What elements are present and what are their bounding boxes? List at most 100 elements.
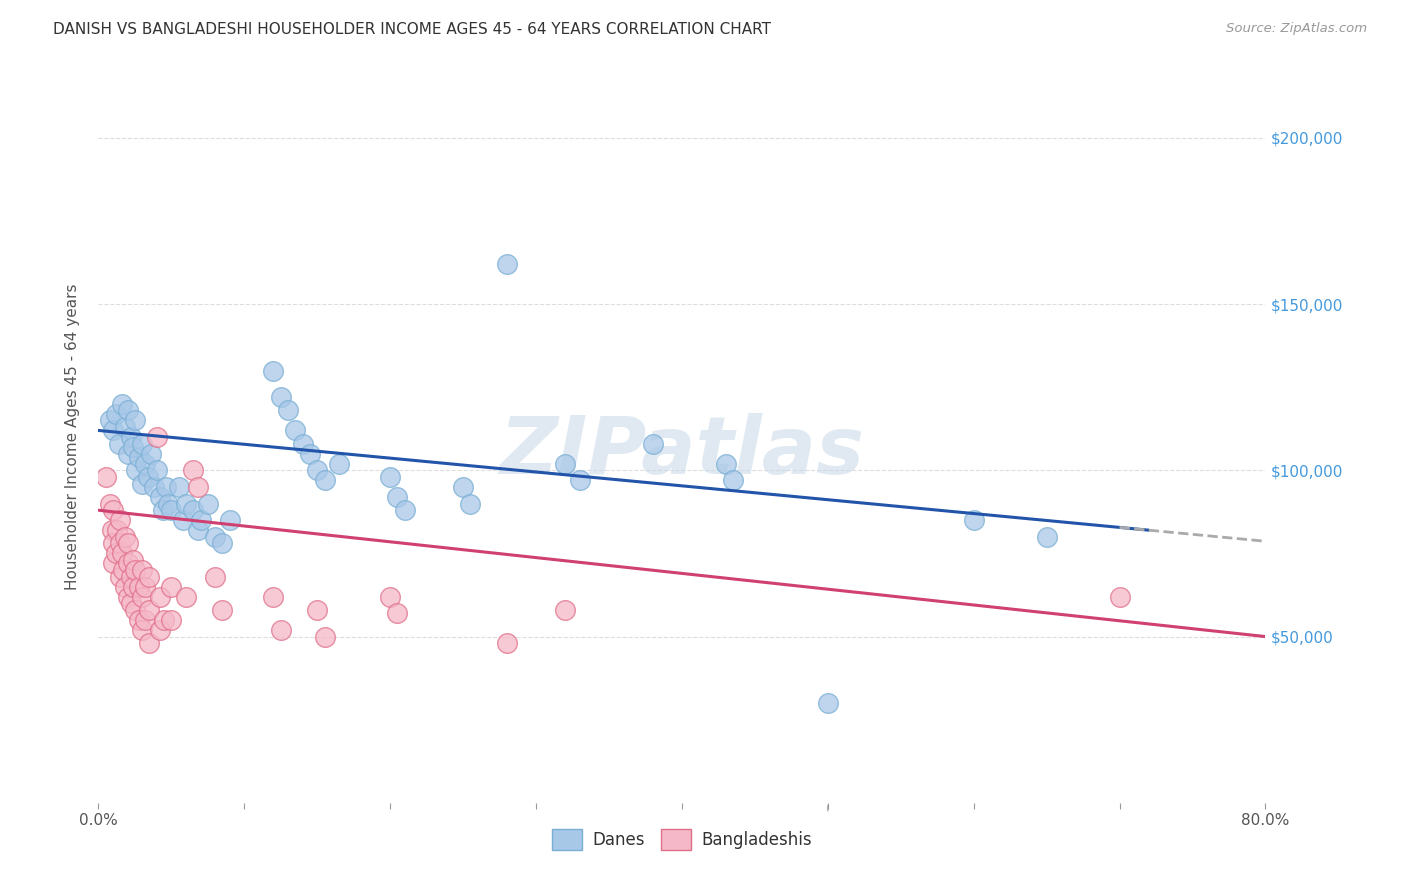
- Point: [160, 503, 183, 517]
- Point: [94, 470, 117, 484]
- Point: [641, 436, 664, 450]
- Point: [172, 513, 194, 527]
- Point: [101, 424, 124, 438]
- Point: [1108, 590, 1130, 604]
- Point: [496, 636, 519, 650]
- Point: [291, 436, 314, 450]
- Point: [451, 480, 474, 494]
- Point: [131, 436, 153, 450]
- Point: [125, 463, 148, 477]
- Point: [98, 413, 121, 427]
- Point: [181, 463, 204, 477]
- Point: [122, 440, 145, 454]
- Point: [962, 513, 984, 527]
- Point: [174, 590, 197, 604]
- Point: [174, 497, 197, 511]
- Point: [134, 457, 156, 471]
- Point: [554, 603, 576, 617]
- Point: [122, 553, 145, 567]
- Point: [136, 470, 159, 484]
- Point: [157, 497, 180, 511]
- Point: [204, 530, 226, 544]
- Point: [167, 480, 190, 494]
- Point: [817, 696, 839, 710]
- Point: [218, 513, 240, 527]
- Point: [100, 523, 122, 537]
- Point: [149, 590, 172, 604]
- Point: [98, 497, 121, 511]
- Text: ZIPatlas: ZIPatlas: [499, 413, 865, 491]
- Point: [155, 480, 177, 494]
- Point: [460, 497, 482, 511]
- Point: [101, 557, 124, 571]
- Point: [112, 563, 135, 577]
- Point: [124, 603, 146, 617]
- Point: [124, 563, 146, 577]
- Point: [120, 596, 142, 610]
- Point: [298, 447, 321, 461]
- Point: [284, 424, 307, 438]
- Point: [149, 490, 172, 504]
- Point: [101, 536, 124, 550]
- Point: [134, 580, 156, 594]
- Point: [114, 530, 136, 544]
- Point: [190, 513, 212, 527]
- Point: [149, 623, 172, 637]
- Point: [152, 503, 174, 517]
- Point: [105, 523, 128, 537]
- Point: [117, 403, 139, 417]
- Point: [146, 430, 169, 444]
- Point: [138, 636, 160, 650]
- Point: [104, 407, 127, 421]
- Point: [117, 590, 139, 604]
- Point: [277, 403, 299, 417]
- Point: [110, 536, 132, 550]
- Point: [139, 447, 162, 461]
- Point: [568, 473, 591, 487]
- Point: [496, 257, 519, 271]
- Point: [134, 613, 156, 627]
- Y-axis label: Householder Income Ages 45 - 64 years: Householder Income Ages 45 - 64 years: [65, 284, 80, 591]
- Point: [262, 363, 284, 377]
- Point: [153, 613, 176, 627]
- Point: [387, 490, 409, 504]
- Point: [117, 557, 139, 571]
- Point: [131, 563, 153, 577]
- Point: [104, 546, 127, 560]
- Point: [120, 570, 142, 584]
- Point: [114, 420, 136, 434]
- Point: [262, 590, 284, 604]
- Point: [120, 430, 142, 444]
- Point: [117, 536, 139, 550]
- Point: [117, 447, 139, 461]
- Point: [110, 570, 132, 584]
- Point: [108, 436, 131, 450]
- Point: [160, 580, 183, 594]
- Point: [394, 503, 416, 517]
- Point: [138, 603, 160, 617]
- Point: [124, 413, 146, 427]
- Point: [131, 623, 153, 637]
- Legend: Danes, Bangladeshis: Danes, Bangladeshis: [546, 822, 818, 856]
- Point: [314, 473, 336, 487]
- Point: [380, 470, 402, 484]
- Point: [101, 503, 124, 517]
- Point: [122, 580, 145, 594]
- Point: [328, 457, 350, 471]
- Point: [1035, 530, 1057, 544]
- Point: [131, 476, 153, 491]
- Point: [307, 463, 329, 477]
- Point: [211, 536, 233, 550]
- Point: [307, 603, 329, 617]
- Point: [128, 580, 150, 594]
- Point: [387, 607, 409, 621]
- Text: DANISH VS BANGLADESHI HOUSEHOLDER INCOME AGES 45 - 64 YEARS CORRELATION CHART: DANISH VS BANGLADESHI HOUSEHOLDER INCOME…: [53, 22, 772, 37]
- Point: [111, 546, 134, 560]
- Point: [721, 473, 744, 487]
- Point: [270, 623, 292, 637]
- Point: [197, 497, 219, 511]
- Point: [380, 590, 402, 604]
- Point: [181, 503, 204, 517]
- Point: [187, 480, 209, 494]
- Point: [128, 613, 150, 627]
